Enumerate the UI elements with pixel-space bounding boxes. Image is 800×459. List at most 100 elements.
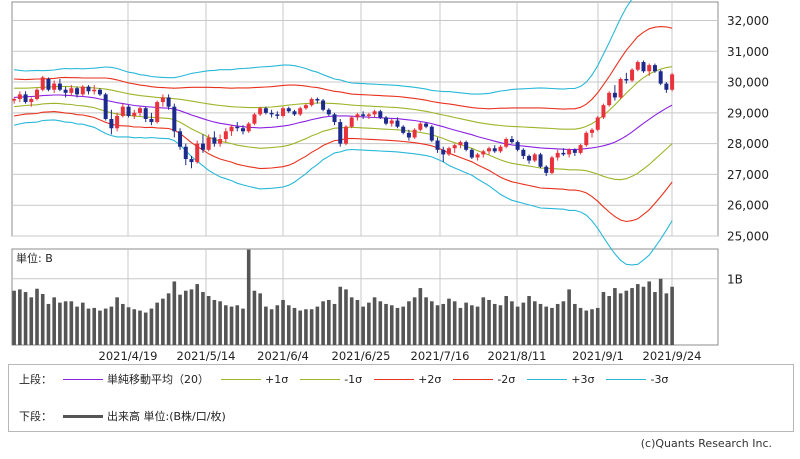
- legend-label-minus3sigma: -3σ: [650, 372, 669, 386]
- candle-body: [12, 98, 17, 101]
- volume-bar: [510, 301, 514, 345]
- candle-body: [35, 89, 40, 99]
- copyright-text: (c)Quants Research Inc.: [640, 437, 772, 450]
- candle-body: [624, 78, 629, 81]
- volume-bar: [126, 307, 131, 345]
- volume-bar: [658, 278, 663, 345]
- volume-bar: [487, 299, 491, 345]
- volume-bar: [573, 303, 577, 345]
- volume-bar: [607, 296, 611, 345]
- legend-item-plus2sigma: +2σ: [374, 373, 441, 386]
- volume-bar: [212, 299, 217, 345]
- volume-bar: [492, 303, 497, 345]
- volume-bar: [143, 312, 148, 345]
- volume-bar: [395, 307, 400, 345]
- legend-swatch-minus1sigma: [300, 378, 341, 380]
- candle-body: [275, 114, 280, 116]
- volume-bar: [23, 292, 28, 345]
- legend-item-minus1sigma: -1σ: [300, 373, 362, 386]
- volume-bar: [641, 286, 646, 345]
- chart-legend: 上段： 単純移動平均（20） +1σ -1σ +2σ -2σ +3σ -3σ 下…: [8, 364, 794, 432]
- volume-bar: [481, 297, 486, 345]
- candle-body: [395, 120, 400, 127]
- candle-body: [401, 126, 406, 133]
- y-tick-label: 32,000: [727, 14, 769, 28]
- volume-bar: [407, 301, 411, 345]
- candle-body: [418, 123, 423, 130]
- volume-bar: [618, 293, 623, 345]
- volume-bar: [35, 288, 39, 345]
- volume-bar: [18, 289, 22, 345]
- candle-body: [441, 149, 446, 155]
- x-tick-label: 2021/8/11: [488, 349, 547, 363]
- x-tick-label: 2021/7/16: [411, 349, 470, 363]
- candle-body: [572, 149, 577, 153]
- y-tick-label: 30,000: [727, 76, 769, 90]
- volume-bar: [361, 306, 365, 345]
- candle-body: [172, 106, 177, 132]
- volume-bar: [401, 306, 405, 345]
- series-line: [14, 111, 673, 223]
- candle-body: [595, 117, 600, 130]
- volume-bar: [464, 302, 468, 345]
- volume-bar: [458, 307, 463, 345]
- volume-bar: [532, 301, 537, 345]
- volume-bar: [441, 303, 446, 345]
- legend-item-volume: 出来高 単位:(B株/口/枚): [63, 408, 226, 424]
- series-line: [14, 0, 633, 95]
- y-tick-label: 28,000: [727, 137, 769, 151]
- price-panel-frame: [11, 1, 719, 237]
- candle-body: [567, 149, 572, 155]
- candle-body: [126, 106, 131, 116]
- series-line: [14, 26, 673, 110]
- volume-y-tick-label: 1B: [727, 272, 743, 286]
- candle-body: [601, 105, 606, 118]
- candle-body: [23, 94, 28, 103]
- volume-bar: [298, 310, 303, 345]
- candle-body: [69, 88, 74, 93]
- legend-label-plus1sigma: +1σ: [265, 372, 289, 386]
- volume-bar: [595, 307, 600, 345]
- candle-body: [670, 74, 675, 90]
- candle-body: [252, 114, 257, 124]
- candle-body: [303, 105, 308, 109]
- volume-bar: [412, 297, 417, 345]
- volume-bar: [447, 298, 451, 345]
- candle-body: [63, 89, 68, 93]
- candle-body: [332, 114, 337, 123]
- candle-body: [584, 132, 589, 146]
- volume-bar: [561, 301, 566, 345]
- volume-bar: [46, 303, 51, 345]
- legend-swatch-plus2sigma: [374, 378, 415, 380]
- volume-bar: [389, 305, 394, 345]
- candle-body: [17, 94, 22, 99]
- volume-bar: [653, 292, 657, 345]
- candle-body: [97, 89, 102, 95]
- candle-body: [549, 157, 554, 173]
- candle-body: [321, 100, 326, 110]
- candle-body: [607, 92, 612, 106]
- legend-swatch-volume: [63, 414, 103, 418]
- candle-body: [315, 98, 320, 101]
- legend-swatch-plus3sigma: [527, 378, 568, 380]
- candle-body: [149, 119, 154, 123]
- candle-body: [263, 108, 268, 113]
- candle-body: [240, 128, 245, 132]
- candle-body: [281, 108, 286, 116]
- candle-body: [298, 108, 303, 115]
- legend-item-sma20: 単純移動平均（20）: [63, 371, 209, 387]
- candle-body: [160, 97, 165, 103]
- legend-item-minus3sigma: -3σ: [606, 373, 668, 386]
- volume-bar: [235, 305, 240, 345]
- candle-body: [155, 102, 160, 123]
- volume-bar: [355, 299, 360, 345]
- volume-bar: [550, 307, 554, 345]
- series-line: [13, 119, 673, 266]
- candle-body: [372, 111, 377, 115]
- candle-body: [498, 146, 503, 152]
- candle-body: [29, 98, 34, 103]
- volume-bar: [80, 302, 85, 345]
- y-tick-label: 27,000: [727, 168, 769, 182]
